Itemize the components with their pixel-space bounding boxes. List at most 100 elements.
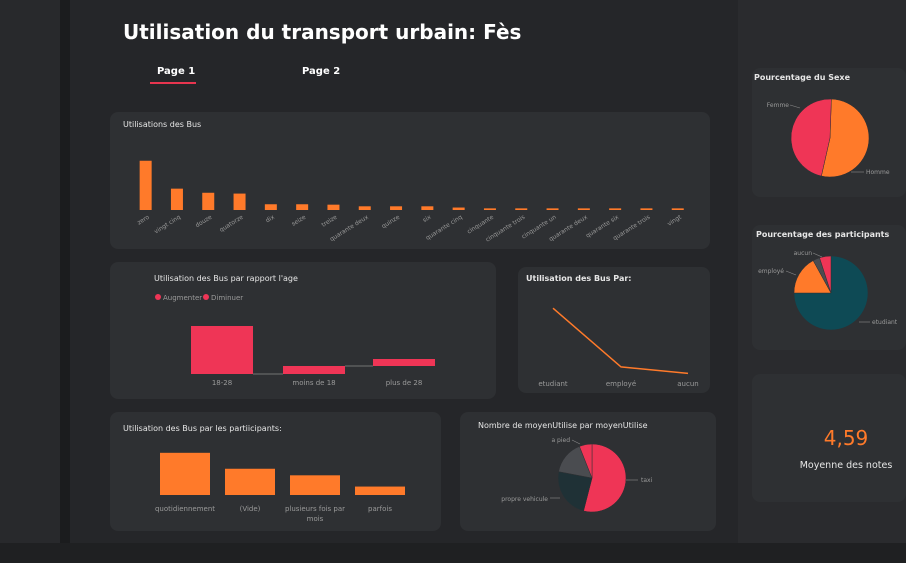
moyen-leader-2 — [571, 439, 581, 445]
bus-tick-0: zero — [136, 214, 151, 227]
bus-bar-11 — [483, 208, 496, 210]
part-bar-2 — [290, 475, 340, 495]
part-tick-0: quotidiennement — [155, 505, 215, 513]
part-bar-3 — [355, 486, 405, 495]
moyen-slice-3 — [579, 443, 593, 479]
bus-par-line-chart: etudiant employé aucun — [538, 307, 699, 388]
bus-bar-0 — [139, 160, 152, 210]
pp-slice-3 — [819, 255, 832, 294]
sexe-label-0: Homme — [866, 169, 890, 176]
age-tick-2: plus de 28 — [386, 379, 423, 387]
bus-bar-13 — [546, 208, 559, 210]
age-waterfall-chart: Augmenter Diminuer 18-28 moins de 18 plus de… — [155, 294, 435, 387]
sexe-slice-0 — [821, 98, 870, 178]
sexe-label-1: Femme — [767, 102, 790, 109]
left-panel — [0, 0, 60, 543]
moyen-label-2: a pied — [551, 437, 570, 444]
bus-tick-9: six — [422, 214, 433, 225]
sexe-slice-1 — [790, 98, 832, 177]
bus-tick-4: dix — [265, 214, 277, 225]
bus-usage-card: Utilisations des Bus zero vingt cinq douze… — [110, 112, 710, 249]
bus-bar-3 — [233, 193, 246, 210]
legend-down-dot — [203, 294, 209, 300]
bus-bar-17 — [671, 208, 684, 210]
kpi-card: 4,59 Moyenne des notes — [752, 374, 906, 502]
bus-bar-7 — [358, 206, 371, 210]
bus-tick-1: vingt cinq — [153, 214, 182, 236]
part-tick-1: (Vide) — [240, 505, 261, 513]
age-usage-card: Utilisation des Bus par rapport l'age Au… — [110, 262, 496, 399]
participants-title: Utilisation des Bus par les partiicipant… — [123, 424, 282, 433]
bus-tick-5: seize — [291, 214, 308, 228]
bus-bar-8 — [390, 206, 403, 210]
part-tick-3: parfois — [368, 505, 392, 513]
pp-slice-0 — [793, 255, 869, 331]
bus-bar-5 — [296, 204, 309, 210]
bus-bar-4 — [264, 204, 277, 210]
left-divider — [60, 0, 70, 543]
kpi-label: Moyenne des notes — [799, 460, 893, 471]
page-title: Utilisation du transport urbain: Fès — [123, 20, 522, 44]
moyen-slice-1 — [557, 471, 593, 512]
active-tab-indicator — [150, 82, 196, 84]
pp-label-0: etudiant — [872, 319, 898, 326]
tab-page-2[interactable]: Page 2 — [302, 66, 341, 77]
participants-card: Utilisation des Bus par les partiicipant… — [110, 412, 441, 531]
participants-bar-chart: quotidiennement (Vide) plusieurs fois par m… — [155, 452, 405, 523]
pp-leader-3 — [812, 252, 823, 258]
moyen-title: Nombre de moyenUtilise par moyenUtilise — [478, 421, 648, 430]
bottom-bar — [0, 543, 906, 563]
pct-participants-title: Pourcentage des participants — [756, 230, 890, 239]
legend-up-dot — [155, 294, 161, 300]
moyen-slice-0 — [583, 443, 627, 513]
sexe-card: Pourcentage du Sexe Homme Femme — [752, 68, 906, 197]
bus-usage-chart: zero vingt cinq douze quatorze dix seize treiz… — [136, 160, 684, 244]
bus-bar-1 — [170, 188, 183, 210]
part-bar-0 — [160, 452, 210, 495]
sexe-title: Pourcentage du Sexe — [754, 73, 851, 82]
age-tick-0: 18-28 — [212, 379, 232, 387]
par-tick-0: etudiant — [538, 380, 568, 388]
par-tick-2: aucun — [677, 380, 698, 388]
bus-tick-6: treize — [320, 214, 338, 229]
bus-tick-8: quinze — [381, 214, 402, 231]
moyen-pie-chart: taxi propre vehicule a pied — [501, 437, 653, 513]
bus-bar-16 — [640, 208, 653, 210]
bus-tick-11: cinquante — [466, 214, 495, 236]
par-series-line — [552, 307, 689, 375]
tab-page-1[interactable]: Page 1 — [157, 66, 196, 77]
participants-pie-chart: etudiant employé aucun — [758, 250, 898, 331]
moyen-label-1: propre vehicule — [501, 496, 548, 503]
bus-bar-10 — [452, 207, 465, 210]
sexe-pie-chart: Homme Femme — [767, 98, 890, 178]
bus-tick-3: quatorze — [218, 214, 245, 234]
par-tick-1: employé — [606, 380, 636, 388]
legend-up-label: Augmenter — [163, 294, 202, 302]
bus-bar-6 — [327, 204, 340, 210]
moyen-card: Nombre de moyenUtilise par moyenUtilise … — [460, 412, 716, 531]
bus-bar-15 — [609, 208, 622, 210]
bus-tick-17: vingt — [666, 213, 683, 227]
bus-tick-2: douze — [194, 214, 213, 230]
legend-down-label: Diminuer — [211, 294, 243, 302]
age-bar-2 — [373, 359, 435, 366]
pp-label-3: aucun — [794, 250, 813, 257]
bus-par-title: Utilisation des Bus Par: — [526, 274, 632, 283]
pct-participants-card: Pourcentage des participants etudiant emp… — [752, 225, 906, 350]
age-usage-title: Utilisation des Bus par rapport l'age — [154, 274, 298, 283]
bus-par-card: Utilisation des Bus Par: etudiant employé… — [518, 267, 710, 393]
bus-bar-9 — [421, 206, 434, 210]
bus-bar-12 — [515, 208, 528, 210]
part-bar-1 — [225, 468, 275, 495]
moyen-label-0: taxi — [641, 477, 653, 484]
part-tick-2: plusieurs fois par mois — [285, 505, 345, 523]
age-bar-1 — [283, 366, 345, 374]
bus-bar-14 — [577, 208, 590, 210]
pp-leader-1 — [785, 270, 797, 276]
pp-label-1: employé — [758, 268, 784, 275]
age-bar-0 — [191, 326, 253, 374]
sexe-leader-1 — [789, 104, 801, 109]
bus-usage-title: Utilisations des Bus — [123, 120, 202, 129]
bus-bar-2 — [202, 192, 215, 210]
kpi-value: 4,59 — [823, 426, 869, 450]
